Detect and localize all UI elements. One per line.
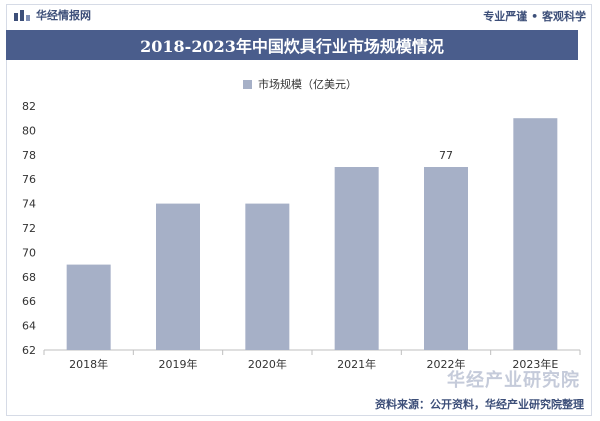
bar — [66, 264, 111, 350]
chart-legend: 市场规模（亿美元） — [0, 76, 600, 92]
y-tick-label: 76 — [22, 173, 36, 186]
x-tick-label: 2022年 — [427, 357, 466, 371]
y-tick-label: 78 — [22, 149, 36, 162]
source-note: 资料来源：公开资料，华经产业研究院整理 — [375, 398, 584, 411]
watermark: 华经产业研究院 — [447, 370, 580, 391]
chart-title-bar: 2018-2023年中国炊具行业市场规模情况 — [6, 30, 578, 60]
bar — [513, 118, 558, 350]
x-tick-label: 2019年 — [159, 357, 198, 371]
y-tick-label: 68 — [22, 271, 36, 284]
y-tick-label: 82 — [22, 100, 36, 113]
tagline: 专业严谨 • 客观科学 — [483, 10, 586, 23]
brand[interactable]: 华经情报网 — [14, 8, 91, 22]
header-bar: 华经情报网 专业严谨 • 客观科学 — [0, 0, 600, 28]
bar — [424, 167, 468, 350]
y-tick-label: 66 — [22, 295, 36, 308]
legend-swatch — [243, 79, 252, 89]
y-tick-label: 64 — [22, 320, 36, 333]
y-tick-label: 62 — [22, 344, 36, 357]
legend-label: 市场规模（亿美元） — [258, 78, 357, 91]
x-tick-label: 2020年 — [248, 357, 287, 371]
bar — [156, 203, 200, 350]
x-tick-label: 2018年 — [69, 357, 108, 371]
y-tick-label: 74 — [22, 198, 36, 211]
x-tick-label: 2023年E — [512, 357, 558, 371]
x-tick-label: 2021年 — [337, 357, 376, 371]
bar-logo-icon — [14, 10, 30, 21]
y-tick-label: 70 — [22, 246, 36, 259]
brand-name: 华经情报网 — [36, 9, 91, 22]
y-tick-label: 80 — [22, 124, 36, 137]
chart-title: 2018-2023年中国炊具行业市场规模情况 — [140, 37, 444, 56]
y-tick-label: 72 — [22, 222, 36, 235]
bar — [245, 203, 290, 350]
data-label: 77 — [439, 149, 453, 162]
bar — [334, 167, 379, 350]
